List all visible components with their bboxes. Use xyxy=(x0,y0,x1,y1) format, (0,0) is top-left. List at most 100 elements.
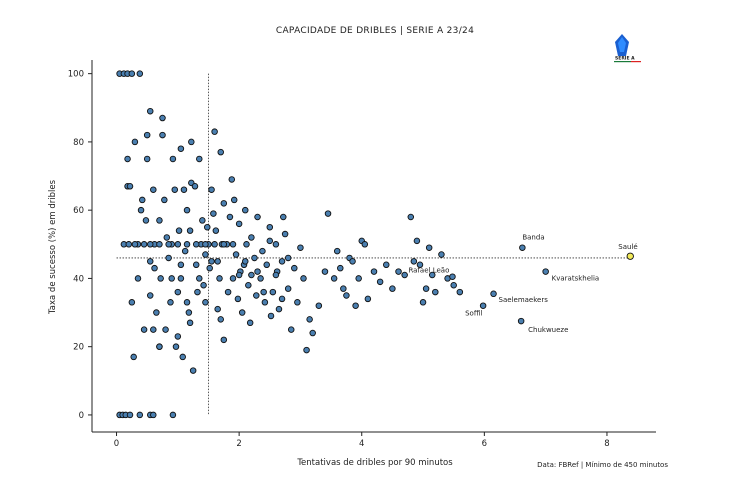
data-point xyxy=(143,155,151,163)
data-point xyxy=(169,411,177,419)
y-tick-label: 20 xyxy=(73,343,84,353)
data-point xyxy=(280,213,287,221)
data-point xyxy=(192,261,200,269)
data-point xyxy=(159,114,166,122)
data-point xyxy=(186,319,194,327)
annotation-label: Soffil xyxy=(465,310,482,318)
data-point xyxy=(211,128,218,135)
y-tick-label: 100 xyxy=(68,70,84,80)
data-point xyxy=(257,275,264,282)
data-point xyxy=(134,275,142,282)
data-point xyxy=(376,278,384,286)
data-point xyxy=(343,292,350,299)
data-point xyxy=(260,288,267,296)
data-point xyxy=(306,316,313,323)
data-point xyxy=(361,241,369,248)
data-point xyxy=(214,305,221,313)
data-point xyxy=(214,258,221,265)
data-point xyxy=(284,285,292,292)
y-tick-label: 60 xyxy=(73,206,84,216)
data-point xyxy=(162,326,169,333)
data-point xyxy=(272,241,280,248)
data-point xyxy=(210,210,217,217)
data-point xyxy=(294,299,301,306)
data-point xyxy=(395,268,402,275)
data-point xyxy=(177,261,185,269)
data-point xyxy=(383,261,390,269)
data-point xyxy=(212,227,220,234)
highlight-point xyxy=(626,252,634,260)
data-point xyxy=(352,302,359,309)
data-point xyxy=(181,247,189,255)
data-point xyxy=(185,309,193,316)
data-point xyxy=(150,186,157,193)
data-point xyxy=(125,241,133,248)
data-point xyxy=(419,299,427,306)
data-point xyxy=(124,155,131,163)
data-point xyxy=(174,288,182,296)
data-point xyxy=(217,316,224,323)
data-point xyxy=(128,70,136,77)
data-point xyxy=(303,346,310,354)
data-point xyxy=(192,241,200,248)
y-tick-label: 40 xyxy=(73,274,84,284)
data-point xyxy=(202,251,209,258)
data-point xyxy=(300,275,307,282)
data-point xyxy=(337,264,344,272)
data-point xyxy=(259,247,266,255)
data-point xyxy=(324,210,332,217)
data-point xyxy=(179,353,186,361)
data-point xyxy=(186,227,194,234)
data-point xyxy=(266,237,274,245)
data-point xyxy=(131,241,139,248)
data-point xyxy=(156,217,163,224)
annotation-label: Rafael Leão xyxy=(408,267,449,275)
data-point xyxy=(428,271,436,279)
data-point xyxy=(355,275,362,282)
data-point xyxy=(220,336,228,344)
data-point xyxy=(156,343,163,350)
data-point xyxy=(156,241,163,248)
data-point xyxy=(272,271,280,279)
data-point xyxy=(242,206,249,214)
data-point xyxy=(146,107,154,115)
data-point xyxy=(245,281,252,289)
data-point xyxy=(226,213,234,221)
data-point xyxy=(220,241,228,248)
data-point xyxy=(169,155,177,163)
data-point xyxy=(243,241,250,248)
data-point xyxy=(297,244,304,251)
data-point xyxy=(150,411,157,419)
data-point xyxy=(140,326,148,333)
y-axis-label: Taxa de sucesso (%) em dribles xyxy=(48,179,58,315)
data-point xyxy=(167,299,174,306)
data-point xyxy=(281,230,289,238)
data-point xyxy=(229,241,237,248)
data-point xyxy=(128,299,136,306)
data-point xyxy=(251,254,258,262)
data-point xyxy=(146,241,154,248)
data-point xyxy=(146,292,154,299)
data-point xyxy=(275,305,283,313)
data-point xyxy=(139,196,146,204)
data-point xyxy=(183,206,191,214)
data-point xyxy=(130,353,137,361)
data-point xyxy=(235,220,243,228)
data-point xyxy=(432,288,439,296)
data-point xyxy=(456,288,464,296)
data-point xyxy=(449,273,456,280)
data-point xyxy=(211,241,218,248)
data-point xyxy=(180,186,188,193)
data-point xyxy=(438,251,445,258)
data-point xyxy=(401,271,408,279)
data-point xyxy=(153,309,160,316)
data-point xyxy=(146,258,154,265)
data-point xyxy=(202,241,209,248)
data-point xyxy=(229,275,237,282)
svg-text:SERIE A: SERIE A xyxy=(615,56,635,62)
data-point xyxy=(269,288,277,296)
data-point xyxy=(364,295,372,303)
data-point xyxy=(168,275,175,282)
y-tick-label: 80 xyxy=(73,138,84,148)
